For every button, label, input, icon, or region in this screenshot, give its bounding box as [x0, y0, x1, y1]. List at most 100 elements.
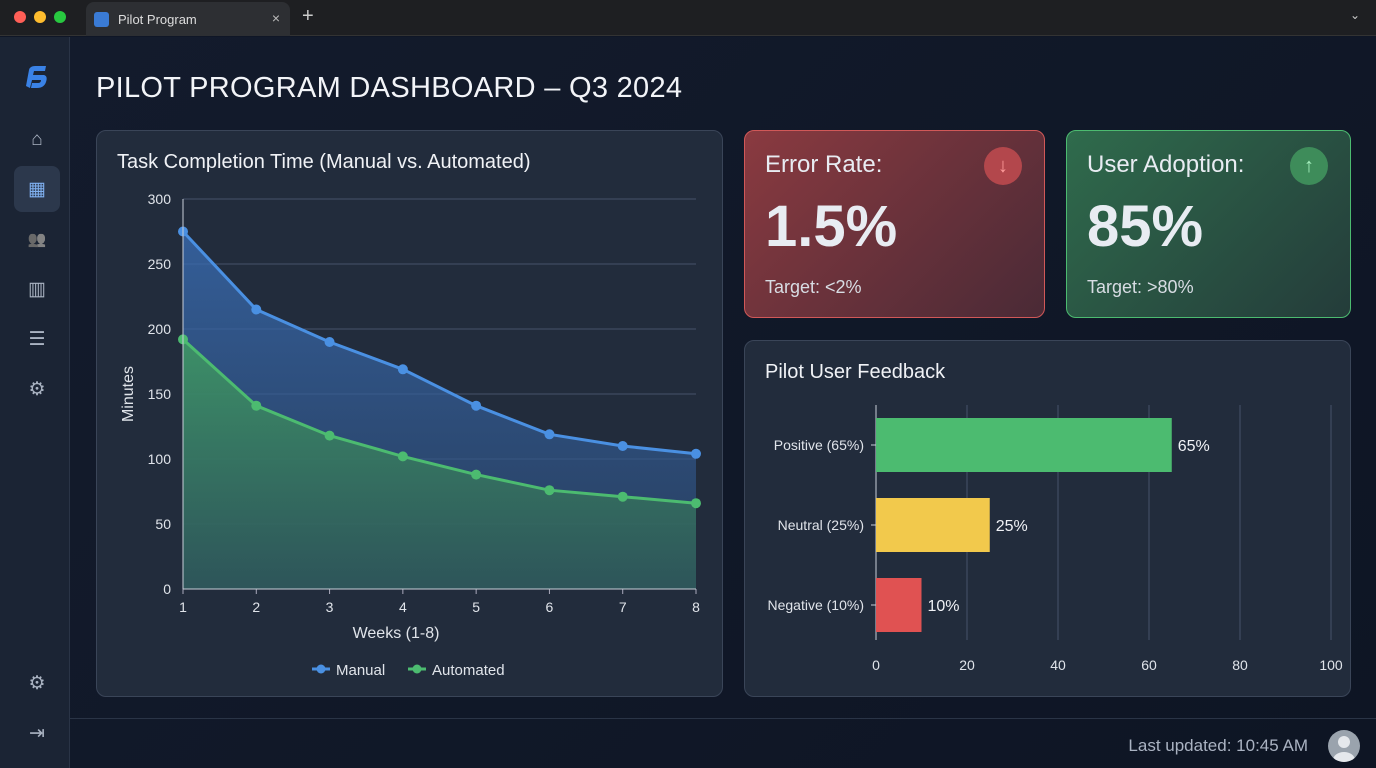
logout-icon: ⇥: [29, 722, 45, 744]
x-tick-label: 0: [872, 657, 880, 673]
bar: [876, 578, 922, 632]
chart-title: Task Completion Time (Manual vs. Automat…: [117, 151, 531, 173]
bar: [876, 418, 1172, 472]
user-adoption-card: User Adoption: 85% Target: >80% ↑: [1066, 130, 1351, 318]
settings-icon: ⚙: [28, 672, 46, 694]
maximize-window-button[interactable]: [54, 11, 66, 23]
sidebar-settings-button[interactable]: ⚙: [14, 660, 60, 706]
bar: [876, 498, 990, 552]
data-point: [617, 491, 628, 502]
error-rate-target: Target: <2%: [765, 277, 862, 297]
data-point: [691, 498, 701, 509]
data-point: [544, 429, 555, 440]
data-point: [324, 430, 335, 441]
y-tick-label: 250: [148, 256, 172, 272]
browser-titlebar: Pilot Program × + ⌄: [0, 0, 1376, 36]
y-axis-label: Minutes: [120, 366, 137, 422]
category-label: Neutral (25%): [778, 517, 864, 533]
category-label: Negative (10%): [768, 597, 865, 613]
tab-close-icon[interactable]: ×: [271, 10, 280, 26]
tab-favicon-icon: [94, 11, 109, 27]
arrow-up-icon: ↑: [1290, 147, 1328, 185]
avatar[interactable]: [1328, 730, 1360, 762]
sidebar-item-settings[interactable]: ⚙: [14, 366, 60, 412]
data-point: [471, 469, 482, 480]
logout-button[interactable]: ⇥: [14, 710, 60, 756]
series-line-manual: [181, 230, 697, 456]
data-point: [691, 448, 701, 459]
chevron-down-icon[interactable]: ⌄: [1349, 8, 1360, 22]
y-tick-label: 50: [155, 516, 171, 532]
x-tick-label: 20: [959, 657, 975, 673]
x-tick-label: 5: [472, 599, 480, 615]
y-tick-label: 200: [148, 321, 172, 337]
task-completion-chart: 0 50 100 150 200 250 300 1 2 3 4 5 6 7 8 Weeks (1-8) Min…: [120, 191, 701, 679]
legend-marker: [316, 664, 326, 674]
sidebar-item-reports[interactable]: ▥: [14, 266, 60, 312]
data-label: 65%: [1178, 438, 1210, 455]
x-tick-label: 7: [619, 599, 627, 615]
data-point: [251, 304, 262, 315]
data-point: [617, 441, 628, 451]
data-point: [324, 337, 335, 347]
x-axis-label: Weeks (1-8): [353, 625, 440, 642]
settings-icon: ⚙: [28, 378, 46, 400]
arrow-down-icon: ↓: [984, 147, 1022, 185]
close-window-button[interactable]: [14, 11, 26, 23]
sidebar: ⌂ ▦ 👥 ▥ ☰ ⚙ ⚙ ⇥: [0, 37, 70, 768]
series-area-automated: [183, 339, 696, 589]
sidebar-item-list[interactable]: ☰: [14, 316, 60, 362]
feedback-bar-chart: 0 20 40 60 80 100 Positive (65%) 65% Neutral (25…: [768, 405, 1343, 673]
x-tick-label: 4: [399, 599, 407, 615]
users-icon: 👥: [27, 231, 47, 248]
y-tick-label: 150: [148, 386, 172, 402]
logo-icon: [26, 66, 47, 88]
home-icon: ⌂: [31, 129, 43, 150]
sidebar-item-users[interactable]: 👥: [14, 216, 60, 262]
x-tick-label: 100: [1319, 657, 1343, 673]
y-tick-label: 100: [148, 451, 172, 467]
error-rate-card: Error Rate: 1.5% Target: <2% ↓: [744, 130, 1045, 318]
data-label: 25%: [996, 518, 1028, 535]
data-point: [397, 451, 408, 462]
legend-marker: [412, 664, 422, 674]
legend-label-manual: Manual: [336, 662, 385, 679]
footer-divider: [70, 718, 1376, 719]
x-tick-label: 60: [1141, 657, 1157, 673]
error-rate-label: Error Rate:: [765, 151, 883, 178]
sidebar-item-home[interactable]: ⌂: [14, 117, 60, 163]
x-tick-label: 80: [1232, 657, 1248, 673]
data-label: 10%: [928, 598, 960, 615]
user-adoption-target: Target: >80%: [1087, 277, 1194, 297]
page-title: PILOT PROGRAM DASHBOARD – Q3 2024: [96, 72, 683, 104]
legend-label-automated: Automated: [432, 662, 505, 679]
user-adoption-label: User Adoption:: [1087, 151, 1245, 178]
sidebar-item-dashboard[interactable]: ▦: [14, 166, 60, 212]
error-rate-value: 1.5%: [765, 194, 898, 259]
reports-icon: ▥: [28, 278, 46, 300]
data-point: [544, 485, 555, 496]
y-tick-label: 300: [148, 191, 172, 207]
x-tick-label: 40: [1050, 657, 1066, 673]
list-icon: ☰: [28, 328, 46, 350]
category-label: Positive (65%): [774, 437, 864, 453]
data-point: [251, 400, 262, 411]
pilot-feedback-card: Pilot User Feedback: [744, 340, 1351, 697]
x-tick-label: 8: [692, 599, 700, 615]
series-line-automated: [181, 338, 697, 505]
browser-tab[interactable]: Pilot Program ×: [86, 2, 290, 36]
dashboard-icon: ▦: [28, 178, 46, 200]
new-tab-button[interactable]: +: [302, 5, 314, 27]
x-tick-label: 6: [546, 599, 554, 615]
last-updated: Last updated: 10:45 AM: [1128, 736, 1308, 755]
y-tick-label: 0: [163, 581, 171, 597]
data-point: [471, 400, 482, 411]
feedback-title: Pilot User Feedback: [765, 361, 946, 383]
x-tick-label: 1: [179, 599, 187, 615]
user-adoption-value: 85%: [1087, 194, 1204, 259]
data-point: [397, 364, 408, 375]
tab-title: Pilot Program: [118, 11, 197, 27]
x-tick-label: 2: [252, 599, 260, 615]
minimize-window-button[interactable]: [34, 11, 46, 23]
x-tick-label: 3: [326, 599, 334, 615]
